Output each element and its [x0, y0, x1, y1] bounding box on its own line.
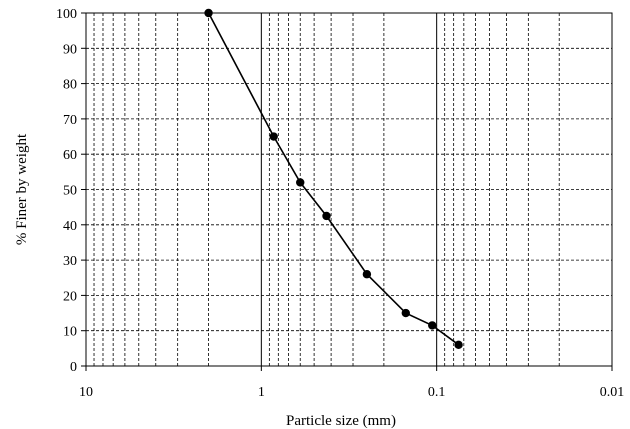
y-tick-label: 0: [70, 360, 77, 375]
series-layer: [204, 8, 463, 350]
x-axis-title: Particle size (mm): [286, 413, 396, 429]
data-point: [269, 132, 278, 141]
y-tick-label: 40: [63, 219, 77, 234]
x-tick-label: 10: [79, 385, 93, 400]
data-point: [401, 308, 410, 318]
y-tick-label: 70: [63, 113, 77, 128]
y-tick-label: 80: [63, 78, 77, 93]
data-point: [362, 270, 372, 279]
y-axis-ticks: 0 10 20 30 40 50 60 70 80 90 100: [56, 7, 86, 375]
series-line: [207, 12, 460, 346]
data-point: [296, 178, 305, 187]
data-point: [204, 8, 213, 18]
y-tick-label: 20: [63, 289, 77, 304]
y-tick-label: 50: [63, 184, 77, 199]
y-axis-title: % Finer by weight: [14, 133, 30, 245]
data-point: [322, 211, 331, 221]
y-tick-label: 30: [63, 254, 77, 269]
x-tick-label: 1: [258, 385, 265, 400]
y-tick-label: 90: [63, 42, 77, 57]
y-tick-label: 100: [56, 7, 77, 22]
data-point: [428, 321, 437, 330]
major-gridlines: [260, 13, 438, 366]
x-tick-label: 0.01: [600, 385, 625, 400]
x-tick-label: 0.1: [428, 385, 446, 400]
y-tick-label: 60: [63, 148, 77, 163]
data-point: [454, 340, 463, 350]
x-axis-ticks: 10 1 0.1 0.01: [79, 366, 624, 400]
minor-gridlines: [86, 13, 612, 366]
y-tick-label: 10: [63, 325, 77, 340]
